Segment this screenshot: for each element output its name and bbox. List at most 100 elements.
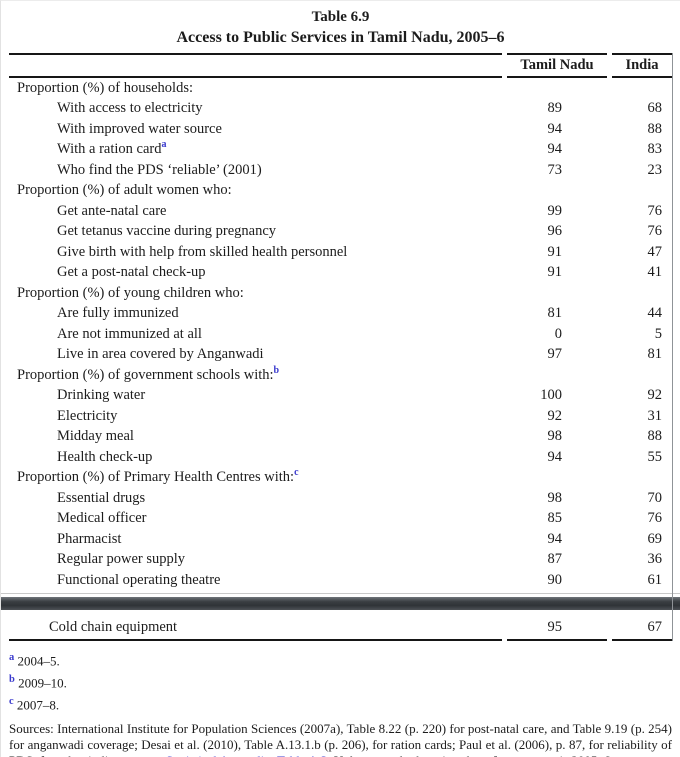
row-label: Live in area covered by Anganwadi (9, 346, 507, 363)
row-label-text: Get ante-natal care (57, 202, 167, 219)
table-row: Get tetanus vaccine during pregnancy 96 … (9, 222, 672, 243)
sources-text-end: Unless stated otherwise, the reference y… (331, 753, 614, 757)
row-label: Pharmacist (9, 531, 507, 548)
statistical-appendix-link[interactable]: Statistical Appendix (166, 753, 271, 757)
main-table: Tamil Nadu India Proportion (%) of house… (9, 53, 672, 591)
india-value: 31 (647, 407, 663, 424)
table-row: Essential drugs 98 70 (9, 488, 672, 509)
tamil-nadu-value: 73 (547, 161, 563, 178)
table-title: Access to Public Services in Tamil Nadu,… (176, 29, 505, 46)
row-label: Get a post-natal check-up (9, 264, 507, 281)
stub-header-cell (9, 53, 502, 78)
table-body: Proportion (%) of households: With acces… (9, 78, 672, 591)
india-value: 81 (647, 346, 663, 363)
row-label: Cold chain equipment (9, 617, 502, 641)
row-label-text: Are fully immunized (57, 305, 179, 322)
row-label: With a ration carda (9, 140, 507, 158)
india-value: 67 (612, 617, 672, 641)
section-header-row: Proportion (%) of households: (9, 78, 672, 99)
section-header: Proportion (%) of young children who: (9, 285, 507, 302)
row-label: Functional operating theatre (9, 572, 507, 589)
india-value: 55 (647, 448, 663, 465)
row-label: Midday meal (9, 428, 507, 445)
column-header-india: India (612, 53, 672, 78)
tamil-nadu-value: 95 (507, 617, 607, 641)
tamil-nadu-value: 92 (547, 407, 563, 424)
column-header-tamil-nadu: Tamil Nadu (507, 53, 607, 78)
tamil-nadu-value: 97 (547, 346, 563, 363)
row-label: Get tetanus vaccine during pregnancy (9, 223, 507, 240)
india-value: 5 (654, 325, 662, 342)
row-label-text: Midday meal (57, 428, 134, 445)
tamil-nadu-value: 87 (547, 551, 563, 568)
tamil-nadu-value: 100 (540, 387, 562, 404)
section-header: Proportion (%) of government schools wit… (9, 365, 507, 384)
table-row: Who find the PDS ‘reliable’ (2001) 73 23 (9, 160, 672, 181)
footnote-c: c 2007–8. (9, 692, 672, 714)
row-label-text: Who find the PDS ‘reliable’ (2001) (57, 161, 262, 178)
row-label-text: Get a post-natal check-up (57, 264, 206, 281)
tamil-nadu-value: 81 (547, 305, 563, 322)
tamil-nadu-value: 85 (547, 510, 563, 527)
table-row: Drinking water 100 92 (9, 386, 672, 407)
table-row: Midday meal 98 88 (9, 427, 672, 448)
table-row: Regular power supply 87 36 (9, 550, 672, 571)
india-value: 69 (647, 530, 663, 547)
tamil-nadu-value: 99 (547, 202, 563, 219)
table-row: Live in area covered by Anganwadi 97 81 (9, 345, 672, 366)
row-label-text: Electricity (57, 407, 118, 424)
tamil-nadu-value: 94 (547, 530, 563, 547)
footnotes: a 2004–5. b 2009–10. c 2007–8. (9, 648, 672, 715)
india-value: 61 (647, 571, 663, 588)
tamil-nadu-value: 90 (547, 571, 563, 588)
section-header: Proportion (%) of households: (9, 80, 507, 97)
india-value: 36 (647, 551, 663, 568)
row-label: Drinking water (9, 387, 507, 404)
sources-separator: , (271, 753, 277, 757)
table-a3-link[interactable]: Table A.3. (277, 753, 331, 757)
row-label-text: Regular power supply (57, 551, 186, 568)
table-row: Get ante-natal care 99 76 (9, 201, 672, 222)
row-label: Are not immunized at all (9, 326, 507, 343)
row-label: Essential drugs (9, 490, 507, 507)
row-label-text: Medical officer (57, 510, 147, 527)
row-label-text: With improved water source (57, 120, 222, 137)
continuation-table: Cold chain equipment 95 67 (9, 617, 672, 641)
row-label: Give birth with help from skilled health… (9, 244, 507, 261)
section-header-text: Proportion (%) of households: (17, 79, 193, 96)
table-header-row: Tamil Nadu India (9, 53, 672, 78)
row-label: Get ante-natal care (9, 203, 507, 220)
sources-text: Sources: International Institute for Pop… (9, 721, 672, 757)
section-header-text: Proportion (%) of adult women who: (17, 182, 232, 199)
section-header-row: Proportion (%) of adult women who: (9, 181, 672, 202)
section-header-text: Proportion (%) of young children who: (17, 284, 244, 301)
section-divider-line (1, 592, 680, 594)
india-value: 41 (647, 264, 663, 281)
row-label-text: With a ration card (57, 141, 162, 158)
footnote-c-text: 2007–8. (16, 697, 60, 713)
india-value: 68 (647, 100, 663, 117)
table-row: Functional operating theatre 90 61 (9, 570, 672, 591)
row-label-text: With access to electricity (57, 100, 203, 117)
table-row: Cold chain equipment 95 67 (9, 617, 672, 641)
table-row: Medical officer 85 76 (9, 509, 672, 530)
row-label-text: Pharmacist (57, 530, 122, 547)
row-label-text: Health check-up (57, 448, 153, 465)
tamil-nadu-value: 94 (547, 141, 563, 158)
table-number-title: Table 6.9 (311, 9, 370, 25)
footnote-b-marker: b (9, 673, 15, 685)
footnote-b: b 2009–10. (9, 670, 672, 692)
footnote-a-text: 2004–5. (17, 652, 60, 668)
table-row: With a ration carda 94 83 (9, 140, 672, 161)
india-value: 76 (647, 510, 663, 527)
row-label-text: Give birth with help from skilled health… (57, 243, 348, 260)
footnote-marker-c: c (294, 467, 299, 479)
row-label: Health check-up (9, 449, 507, 466)
table-row: Health check-up 94 55 (9, 447, 672, 468)
footnote-a: a 2004–5. (9, 648, 672, 670)
tamil-nadu-value: 94 (547, 448, 563, 465)
section-header: Proportion (%) of adult women who: (9, 182, 507, 199)
page-break-band (1, 596, 680, 610)
tamil-nadu-value: 89 (547, 100, 563, 117)
